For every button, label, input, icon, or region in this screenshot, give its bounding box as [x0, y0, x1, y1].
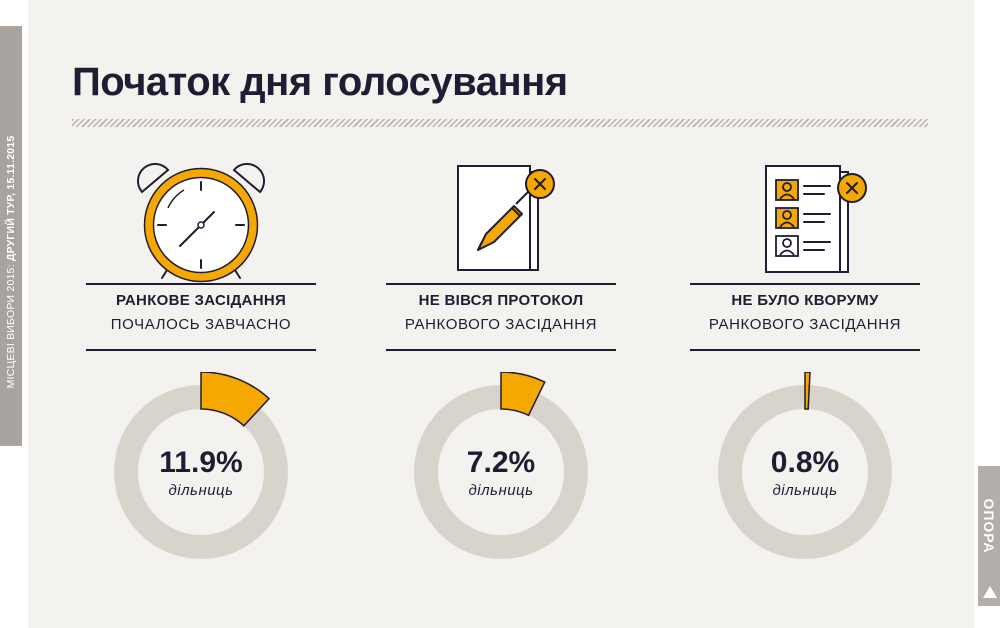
- label-top-rule: [386, 283, 616, 285]
- stat-label-secondary: РАНКОВОГО ЗАСІДАННЯ: [708, 316, 902, 333]
- stat-unit: дільниць: [468, 482, 534, 499]
- donut-slice: [200, 372, 271, 427]
- stat-column-protocol-failed: НЕ ВІВСЯ ПРОТОКОЛ РАНКОВОГО ЗАСІДАННЯ 7.…: [386, 0, 616, 628]
- donut-chart: [414, 372, 588, 559]
- stat-column-no-quorum: НЕ БУЛО КВОРУМУ РАНКОВОГО ЗАСІДАННЯ 0.8%…: [690, 0, 920, 628]
- stat-column-early-session: РАНКОВЕ ЗАСІДАННЯ ПОЧАЛОСЬ ЗАВЧАСНО 11.9…: [86, 0, 316, 628]
- play-triangle-icon: [983, 586, 997, 598]
- label-bottom-rule: [86, 349, 316, 351]
- stat-value: 0.8%: [770, 446, 840, 479]
- stat-unit: дільниць: [772, 482, 838, 499]
- stat-value: 7.2%: [466, 446, 536, 479]
- stat-label-primary: НЕ ВІВСЯ ПРОТОКОЛ: [418, 292, 584, 309]
- stat-label-primary: РАНКОВЕ ЗАСІДАННЯ: [115, 292, 287, 309]
- side-caption: МІСЦЕВІ ВИБОРИ 2015: ДРУГИЙ ТУР, 15.11.2…: [5, 52, 17, 472]
- document-pen-icon: [457, 165, 555, 271]
- label-top-rule: [690, 283, 920, 285]
- donut-slice: [500, 372, 546, 417]
- infographic-panel: [28, 0, 974, 628]
- side-caption-regular: МІСЦЕВІ ВИБОРИ 2015:: [5, 261, 17, 389]
- alarm-clock-icon: [137, 163, 265, 283]
- side-caption-bold: ДРУГИЙ ТУР, 15.11.2015: [5, 135, 17, 262]
- donut-chart: [114, 372, 288, 559]
- donut-slice: [804, 372, 811, 410]
- donut-chart: [718, 372, 892, 559]
- candidate-list-icon: [765, 165, 867, 273]
- brand-tab: ОПОРА: [978, 466, 1000, 606]
- page-title: Початок дня голосування: [72, 60, 568, 104]
- label-top-rule: [86, 283, 316, 285]
- side-caption-strip: МІСЦЕВІ ВИБОРИ 2015: ДРУГИЙ ТУР, 15.11.2…: [0, 26, 22, 446]
- brand-logo-text: ОПОРА: [981, 498, 997, 554]
- stat-label-secondary: ПОЧАЛОСЬ ЗАВЧАСНО: [110, 316, 292, 333]
- label-bottom-rule: [690, 349, 920, 351]
- label-bottom-rule: [386, 349, 616, 351]
- stat-label-secondary: РАНКОВОГО ЗАСІДАННЯ: [404, 316, 598, 333]
- stat-unit: дільниць: [168, 482, 234, 499]
- stat-label-primary: НЕ БУЛО КВОРУМУ: [731, 292, 879, 309]
- stat-value: 11.9%: [159, 446, 243, 479]
- hatched-divider: [72, 119, 928, 127]
